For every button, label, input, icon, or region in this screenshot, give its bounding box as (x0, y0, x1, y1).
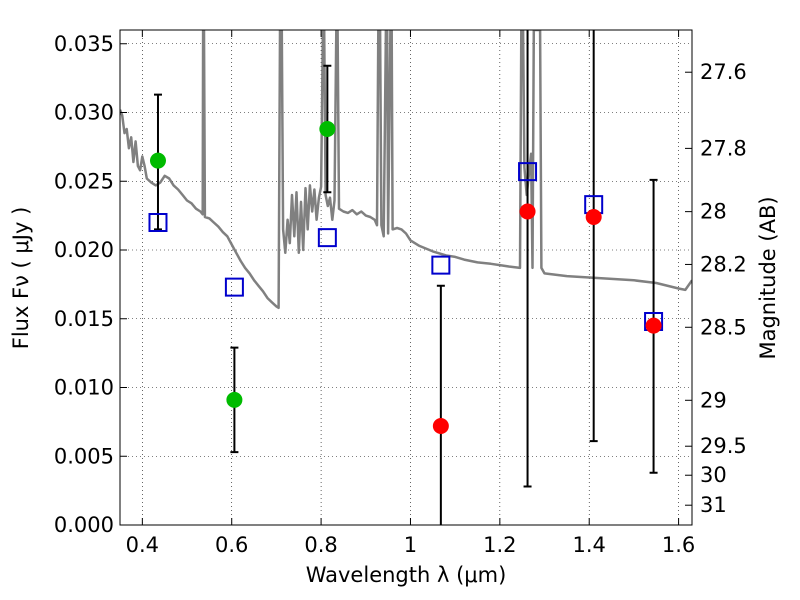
y2-tick-label: 28.2 (700, 252, 747, 276)
y2-tick-label: 28 (700, 200, 727, 224)
y-axis-ticks: 0.000 0.005 0.010 0.015 0.020 0.025 0.030 0.035 (54, 32, 127, 537)
x-tick-label: 0.8 (304, 533, 337, 557)
model-point-square (224, 277, 244, 297)
x-tick-label: 0.6 (215, 533, 248, 557)
model-point-square (431, 255, 451, 275)
observed-point-red (645, 317, 662, 334)
observed-point-green (226, 391, 243, 408)
sed-curve-layer (120, 30, 692, 310)
x-axis-label: Wavelength λ (μm) (306, 563, 507, 587)
observed-point-green (319, 121, 336, 137)
y2-axis-label: Magnitude (AB) (756, 196, 780, 359)
x-tick-label: 0.4 (126, 533, 159, 557)
observed-point-red (519, 203, 536, 220)
y-tick-label: 0.005 (54, 444, 114, 468)
model-point-square (317, 228, 337, 248)
x-axis-ticks: 0.4 0.6 0.8 1 1.2 1.4 1.6 (126, 30, 695, 557)
y-tick-label: 0.000 (54, 513, 114, 537)
model-point-square (518, 162, 538, 182)
y-tick-label: 0.015 (54, 307, 114, 331)
y-tick-label: 0.025 (54, 169, 114, 193)
y2-tick-label: 31 (700, 493, 727, 517)
x-tick-label: 1.4 (573, 533, 606, 557)
y2-tick-label: 30 (700, 463, 727, 487)
y2-tick-label: 29 (700, 388, 727, 412)
y2-tick-label: 27.6 (700, 60, 747, 84)
observed-point-red (585, 209, 602, 225)
observed-point-green (149, 152, 166, 169)
sed-curve-line (120, 30, 692, 310)
observed-point-red (432, 418, 449, 434)
x-tick-label: 1 (404, 533, 417, 557)
y2-tick-label: 27.8 (700, 136, 747, 160)
y-tick-label: 0.010 (54, 376, 114, 400)
observed-circle-layer (149, 121, 662, 434)
y2-axis-ticks: 27.6 27.8 28 28.2 28.5 29 29.5 30 31 (685, 60, 747, 517)
y2-tick-label: 29.5 (700, 434, 747, 458)
y-tick-label: 0.035 (54, 32, 114, 56)
plot-frame (119, 29, 693, 526)
y-tick-label: 0.020 (54, 238, 114, 262)
model-point-square (148, 213, 168, 232)
y-tick-label: 0.030 (54, 101, 114, 125)
x-tick-label: 1.6 (662, 533, 695, 557)
y2-tick-label: 28.5 (700, 315, 747, 339)
x-tick-label: 1.2 (483, 533, 516, 557)
y-axis-label: Flux Fν ( μJy ) (9, 207, 33, 350)
